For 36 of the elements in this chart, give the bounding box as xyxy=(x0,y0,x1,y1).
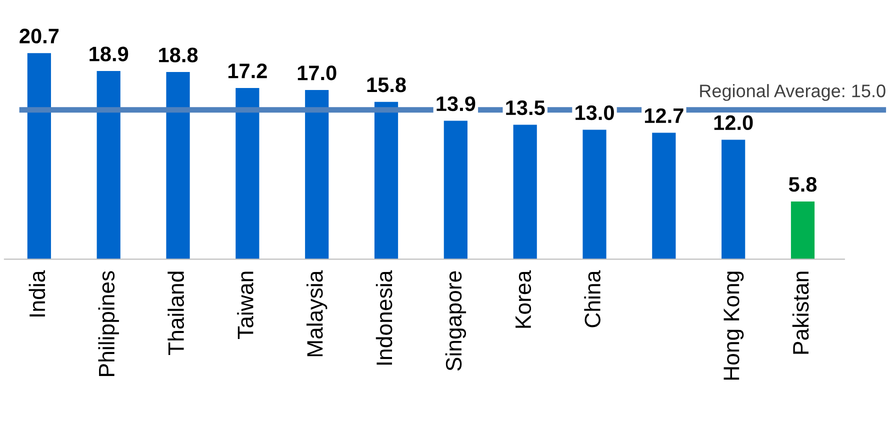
data-label: 13.5 xyxy=(506,100,545,116)
x-tick-label: Philippines xyxy=(98,271,119,376)
bar xyxy=(166,72,190,260)
data-label: 12.0 xyxy=(714,115,753,130)
data-label: 17.0 xyxy=(298,66,336,80)
bar xyxy=(444,120,468,260)
data-label: 18.8 xyxy=(159,48,198,62)
bar xyxy=(582,130,606,260)
bar xyxy=(513,124,537,260)
x-tick-label: Korea xyxy=(516,270,532,328)
x-tick-label: Taiwan xyxy=(237,272,254,339)
x-tick-label: China xyxy=(584,270,600,328)
bar xyxy=(374,102,398,260)
x-tick-label: Hong Kong xyxy=(724,272,744,380)
data-label: 13.0 xyxy=(576,105,614,120)
x-tick-label: India xyxy=(28,270,46,316)
data-label: 15.8 xyxy=(367,77,406,92)
x-tick-label: Thailand xyxy=(168,272,184,356)
x-tick-label: Pakistan xyxy=(792,272,809,354)
bar xyxy=(96,71,120,260)
data-label: 5.8 xyxy=(788,177,817,192)
bar xyxy=(790,201,815,260)
bar xyxy=(652,132,676,260)
data-label: 12.7 xyxy=(644,108,684,123)
x-tick-label: Indonesia xyxy=(376,270,392,365)
x-tick-label: Singapore xyxy=(445,271,466,371)
bar xyxy=(305,90,329,260)
data-label: 17.2 xyxy=(228,64,267,78)
bar xyxy=(722,140,746,260)
data-label: 20.7 xyxy=(20,28,59,44)
bar xyxy=(236,88,260,260)
x-tick-label: Malaysia xyxy=(306,270,328,356)
data-label: 18.9 xyxy=(90,46,128,62)
bar xyxy=(27,53,51,260)
ref-line-label: Regional Average: 15.0 xyxy=(700,84,886,101)
data-label: 13.9 xyxy=(436,96,476,112)
